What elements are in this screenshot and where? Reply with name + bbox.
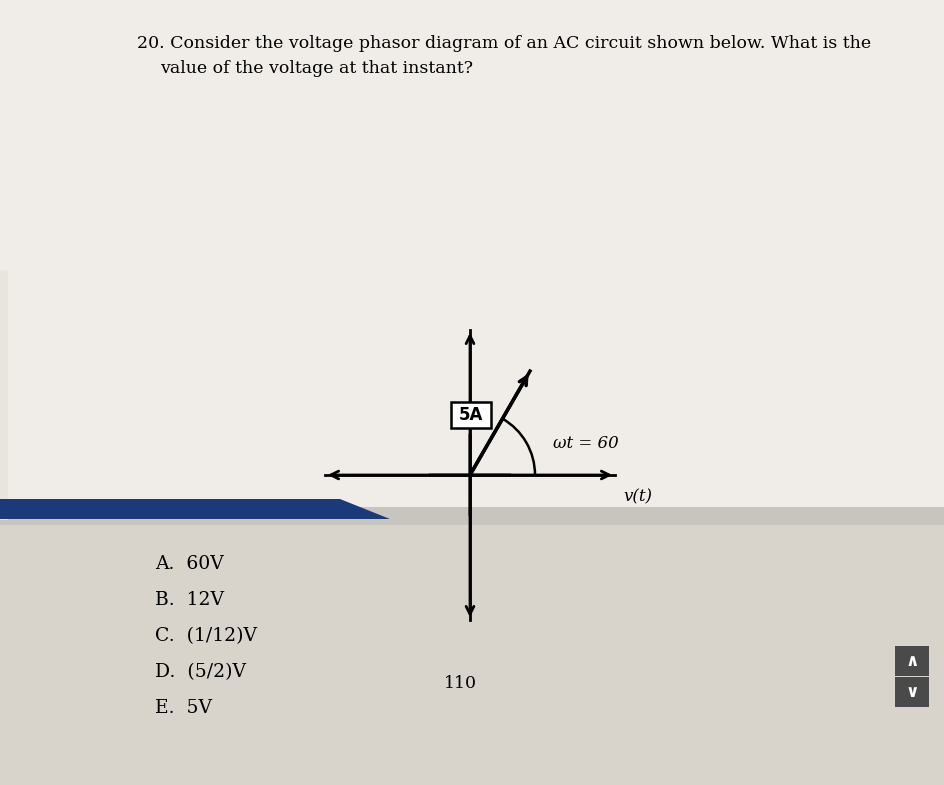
Text: E.  5V: E. 5V: [155, 699, 211, 717]
Bar: [0, 507, 944, 525]
FancyBboxPatch shape: [450, 402, 491, 428]
Text: C.  (1/12)V: C. (1/12)V: [155, 627, 257, 645]
FancyBboxPatch shape: [894, 646, 928, 676]
Text: B.  12V: B. 12V: [155, 591, 224, 609]
Text: value of the voltage at that instant?: value of the voltage at that instant?: [160, 60, 473, 77]
Bar: [0, 270, 8, 520]
Text: 20. Consider the voltage phasor diagram of an AC circuit shown below. What is th: 20. Consider the voltage phasor diagram …: [137, 35, 870, 52]
Text: A.  60V: A. 60V: [155, 555, 224, 573]
Bar: [0, 525, 944, 785]
Text: ∨: ∨: [904, 683, 918, 701]
Text: D.  (5/2)V: D. (5/2)V: [155, 663, 245, 681]
Text: 5A: 5A: [459, 406, 482, 424]
Text: 110: 110: [443, 675, 476, 692]
Text: ∧: ∧: [904, 652, 918, 670]
Text: ωt = 60: ωt = 60: [552, 435, 618, 451]
Polygon shape: [0, 499, 390, 519]
Text: v(t): v(t): [622, 488, 651, 506]
FancyBboxPatch shape: [894, 677, 928, 707]
